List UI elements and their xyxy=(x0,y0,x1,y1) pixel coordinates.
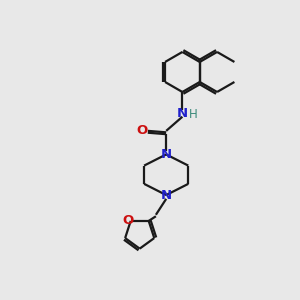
Text: O: O xyxy=(123,214,134,227)
Text: O: O xyxy=(136,124,148,137)
Text: N: N xyxy=(160,148,172,161)
Text: H: H xyxy=(189,108,198,121)
Text: N: N xyxy=(160,188,172,202)
Text: N: N xyxy=(177,107,188,120)
